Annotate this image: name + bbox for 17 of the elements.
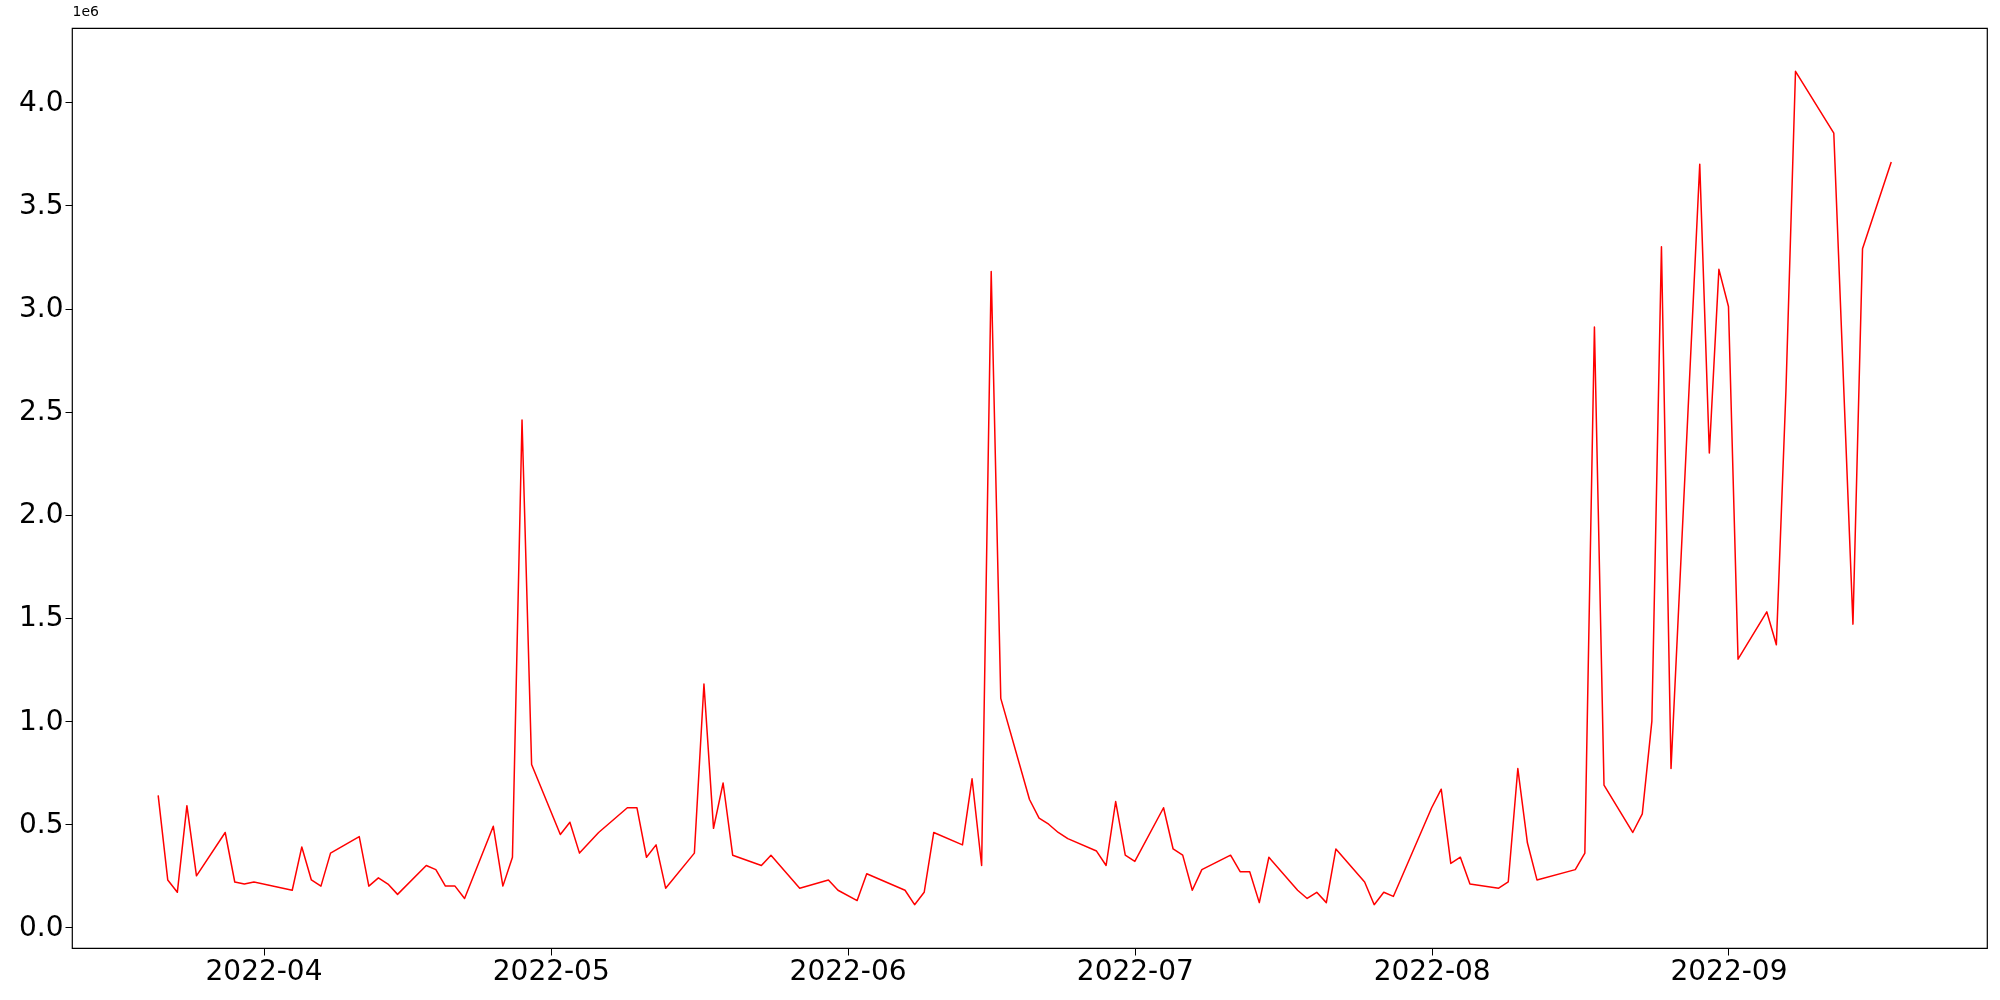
- y-tick-label: 2.0: [18, 497, 64, 531]
- y-tick-label: 3.0: [18, 291, 64, 325]
- x-tick-label: 2022-07: [1076, 953, 1194, 987]
- y-tick-label: 0.5: [18, 806, 64, 840]
- y-axis-title: 1e6: [72, 2, 100, 19]
- y-tick-label: 1.0: [18, 703, 64, 737]
- y-tick-label: 1.5: [18, 600, 64, 634]
- x-tick-label: 2022-04: [205, 953, 323, 987]
- x-tick-label: 2022-09: [1670, 953, 1788, 987]
- y-tick-label: 0.0: [18, 909, 64, 943]
- x-tick-label: 2022-05: [492, 953, 610, 987]
- y-tick-label: 4.0: [18, 84, 64, 118]
- line-series: [157, 70, 1892, 906]
- y-tick-label: 3.5: [18, 187, 64, 221]
- x-tick-label: 2022-06: [789, 953, 907, 987]
- x-tick-label: 2022-08: [1373, 953, 1491, 987]
- y-tick-label: 2.5: [18, 394, 64, 428]
